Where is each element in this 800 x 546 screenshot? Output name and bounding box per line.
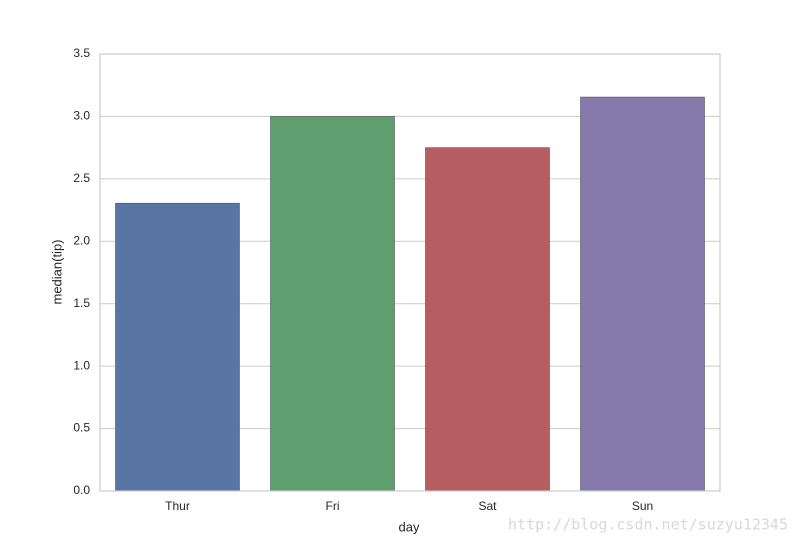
x-tick-label: Sun <box>632 499 653 513</box>
y-tick-label: 3.5 <box>73 46 90 60</box>
bar <box>580 96 705 492</box>
bar <box>425 147 550 492</box>
x-tick-label: Fri <box>326 499 340 513</box>
y-tick-label: 2.5 <box>73 171 90 185</box>
y-tick-label: 1.0 <box>73 358 90 372</box>
bar <box>115 202 240 492</box>
y-tick-label: 1.5 <box>73 296 90 310</box>
watermark: http://blog.csdn.net/suzyu12345 <box>508 516 788 534</box>
plot-frame <box>99 53 721 492</box>
x-axis-label: day <box>399 519 420 534</box>
x-tick-label: Thur <box>165 499 190 513</box>
y-axis-label: median(tip) <box>49 239 64 304</box>
bar <box>270 116 395 492</box>
y-tick-label: 2.0 <box>73 233 90 247</box>
x-tick-label: Sat <box>478 499 497 513</box>
y-tick-label: 0.5 <box>73 421 90 435</box>
y-tick-label: 0.0 <box>73 483 90 497</box>
y-tick-label: 3.0 <box>73 109 90 123</box>
